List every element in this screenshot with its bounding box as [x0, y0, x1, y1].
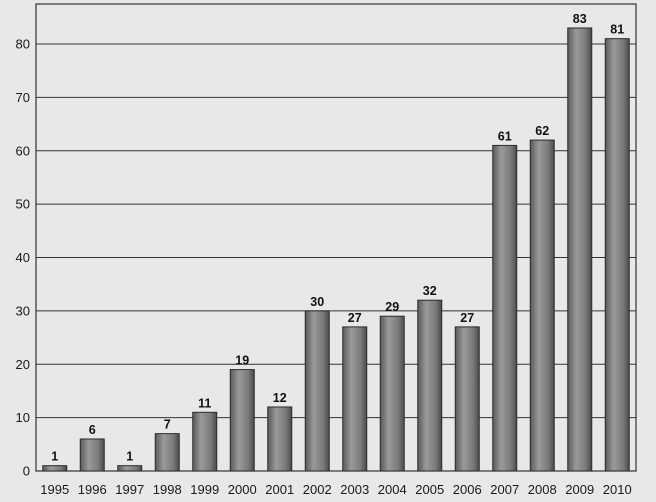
bar [42, 465, 68, 472]
bar-value-label: 30 [310, 295, 324, 309]
x-tick-label: 2001 [265, 482, 294, 497]
bar-value-label: 1 [51, 450, 58, 464]
y-tick-label: 10 [16, 410, 30, 425]
bar [492, 144, 518, 472]
x-axis-tick-labels: 1995 1996 1997 1998 1999 2000 2001 2002 2003 2004… [40, 482, 631, 497]
x-tick-label: 2005 [415, 482, 444, 497]
bar-value-label: 12 [273, 391, 287, 405]
x-tick-label: 2009 [565, 482, 594, 497]
bar-value-label: 19 [235, 354, 249, 368]
y-tick-label: 60 [16, 143, 30, 158]
y-tick-label: 30 [16, 303, 30, 318]
bars [42, 27, 630, 472]
x-tick-label: 1995 [40, 482, 69, 497]
bar-value-label: 6 [89, 423, 96, 437]
bar-value-label: 27 [348, 311, 362, 325]
x-tick-label: 2010 [603, 482, 632, 497]
bar-value-label: 32 [423, 284, 437, 298]
y-tick-label: 70 [16, 90, 30, 105]
plot-frame [35, 3, 637, 472]
plot-border [35, 3, 637, 472]
bar-value-label: 81 [610, 23, 624, 37]
x-tick-label: 2002 [303, 482, 332, 497]
y-tick-label: 0 [23, 464, 30, 479]
x-tick-label: 1999 [190, 482, 219, 497]
bar [79, 438, 105, 472]
x-tick-label: 1998 [153, 482, 182, 497]
bar-value-label: 11 [198, 396, 211, 410]
x-tick-label: 2007 [490, 482, 519, 497]
bar-value-label: 27 [460, 311, 474, 325]
x-tick-label: 1996 [78, 482, 107, 497]
bar-value-label: 83 [573, 12, 587, 26]
x-tick-label: 2008 [528, 482, 557, 497]
y-tick-label: 40 [16, 250, 30, 265]
bar [379, 315, 405, 472]
y-axis-tick-labels: 0 10 20 30 40 50 60 70 80 [16, 37, 30, 479]
bar-value-label: 7 [164, 418, 171, 432]
bar [192, 411, 218, 472]
bar-value-label: 1 [126, 450, 133, 464]
bar [304, 310, 330, 472]
x-tick-label: 2006 [453, 482, 482, 497]
bar-value-label: 61 [498, 129, 512, 143]
y-tick-label: 50 [16, 197, 30, 212]
y-tick-label: 20 [16, 357, 30, 372]
x-tick-label: 2000 [228, 482, 257, 497]
bar [342, 326, 368, 472]
x-tick-label: 2004 [378, 482, 407, 497]
x-tick-label: 1997 [115, 482, 144, 497]
bar [267, 406, 293, 472]
bar [229, 369, 255, 472]
bar [154, 433, 180, 472]
bar [417, 299, 443, 472]
bar [117, 465, 143, 472]
bar [604, 38, 630, 472]
y-tick-label: 80 [16, 37, 30, 52]
bar-value-label: 29 [385, 300, 399, 314]
bar [454, 326, 480, 472]
bar [567, 27, 593, 472]
bar [529, 139, 555, 472]
bar-value-label: 62 [535, 124, 549, 138]
x-tick-label: 2003 [340, 482, 369, 497]
